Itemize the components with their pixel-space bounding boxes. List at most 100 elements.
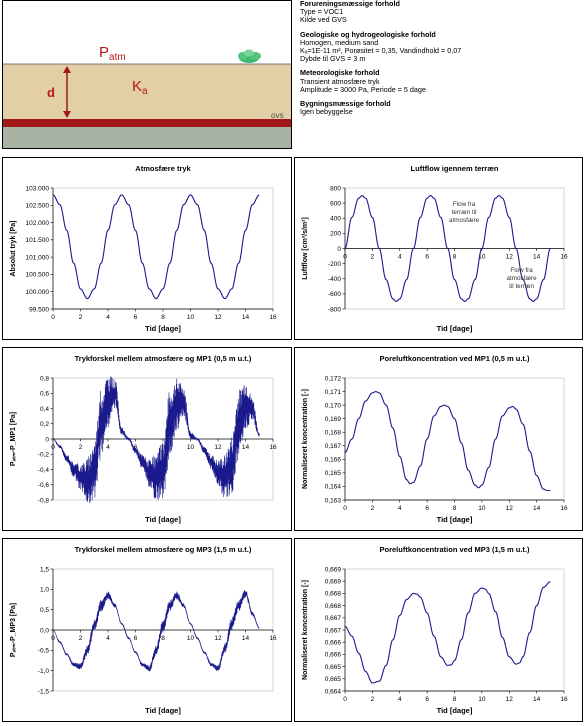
- y-tick-label: 400: [330, 216, 341, 223]
- y-tick-label: 102.500: [26, 203, 50, 210]
- x-tick-label: 8: [453, 254, 457, 261]
- gvs-label: GVS: [271, 114, 284, 120]
- site-diagram: Patm Ka d GVS: [2, 0, 292, 149]
- chart-airflow: Luftflow igennem terræn 0 2 4 6 8 10 12 14 16 -800…: [302, 164, 568, 333]
- y-tick-label: 0,170: [325, 402, 342, 409]
- x-axis-label: Tid [dage]: [145, 706, 181, 715]
- y-tick-label: -800: [328, 306, 341, 313]
- y-tick-label: 0,167: [325, 443, 342, 450]
- info-heading: Meteorologiske forhold: [300, 68, 380, 78]
- x-tick-label: 14: [533, 254, 541, 261]
- info-section-meteorology: Meteorologiske forhold Transient atmosfæ…: [300, 69, 585, 94]
- scenario-info: Forureningsmæssige forhold Type = VOC1 K…: [300, 0, 585, 122]
- y-tick-label: -400: [328, 276, 341, 283]
- info-line: Igen bebyggelse: [300, 107, 353, 117]
- y-tick-label: 103.000: [26, 185, 50, 192]
- x-tick-label: 10: [478, 254, 486, 261]
- y-tick-label: 0,164: [325, 484, 342, 491]
- y-axis-label: Pₐₜₘ-P_MP1 [Pa]: [10, 412, 17, 466]
- y-tick-label: 0,8: [40, 375, 49, 382]
- info-section-buildings: Bygningsmæssige forhold Igen bebyggelse: [300, 99, 585, 117]
- y-tick-label: -0,2: [38, 452, 50, 459]
- y-tick-label: 0,668: [325, 591, 342, 598]
- x-tick-label: 10: [187, 635, 195, 642]
- x-tick-label: 4: [106, 314, 110, 321]
- x-tick-label: 6: [425, 505, 429, 512]
- k-a-label: Ka: [132, 78, 148, 97]
- x-tick-label: 4: [398, 254, 402, 261]
- info-heading: Bygningsmæssige forhold: [300, 99, 391, 109]
- y-tick-label: 0,669: [325, 579, 342, 586]
- series-line: [52, 376, 260, 503]
- chart-title: Poreluftkoncentration ved MP1 (0,5 m u.t…: [379, 354, 530, 363]
- x-tick-label: 12: [214, 444, 222, 451]
- x-tick-label: 2: [79, 635, 83, 642]
- x-tick-label: 14: [533, 505, 541, 512]
- y-tick-label: 100.000: [26, 289, 50, 296]
- y-tick-label: 0,6: [40, 391, 49, 398]
- x-tick-label: 14: [242, 635, 250, 642]
- y-tick-label: 0,665: [325, 664, 342, 671]
- y-tick-label: 0,0: [40, 627, 49, 634]
- y-tick-label: 102.000: [26, 220, 50, 227]
- x-tick-label: 8: [453, 505, 457, 512]
- y-tick-label: 0,163: [325, 497, 342, 504]
- x-axis-label: Tid [dage]: [437, 706, 473, 715]
- series-line: [344, 391, 551, 492]
- y-tick-label: -1,0: [38, 668, 50, 675]
- chart-atmospheric-pressure: Atmosfære tryk 0 2 4 6 8 10 12 14 16 99.500 100.000…: [10, 164, 277, 333]
- x-tick-label: 12: [506, 505, 514, 512]
- x-tick-label: 8: [161, 314, 165, 321]
- x-tick-label: 0: [51, 635, 55, 642]
- chart-concentration-mp1: Poreluftkoncentration ved MP1 (0,5 m u.t…: [302, 354, 568, 524]
- x-tick-label: 16: [560, 696, 568, 703]
- x-tick-label: 2: [371, 254, 375, 261]
- y-tick-label: 0,5: [40, 607, 49, 614]
- plot-area: [344, 377, 565, 501]
- y-axis-label: Normaliseret koncentration [-]: [302, 389, 309, 489]
- info-section-pollution: Forureningsmæssige forhold Type = VOC1 K…: [300, 0, 585, 25]
- info-heading: Geologiske og hydrogeologiske forhold: [300, 29, 436, 39]
- chart-concentration-mp3: Poreluftkoncentration ved MP3 (1,5 m u.t…: [302, 545, 568, 715]
- y-tick-label: -0,6: [38, 482, 50, 489]
- y-tick-label: 0: [337, 246, 341, 253]
- y-tick-label: 101.500: [26, 237, 50, 244]
- x-tick-label: 10: [187, 314, 195, 321]
- x-tick-label: 14: [242, 314, 250, 321]
- chart-panel-atmospheric-pressure: Atmosfære tryk 0 2 4 6 8 10 12 14 16 99.500 100.000…: [2, 157, 292, 340]
- series-line: [52, 590, 260, 672]
- x-axis-label: Tid [dage]: [437, 515, 473, 524]
- x-tick-label: 6: [425, 254, 429, 261]
- x-tick-label: 12: [506, 696, 514, 703]
- aquifer-band: [3, 127, 291, 148]
- x-tick-label: 4: [398, 696, 402, 703]
- info-line: Transient atmosfære tryk: [300, 76, 380, 86]
- chart-pressure-diff-mp1: Trykforskel mellem atmosfære og MP1 (0,5…: [10, 354, 277, 524]
- x-tick-label: 6: [134, 635, 138, 642]
- x-axis-label: Tid [dage]: [145, 515, 181, 524]
- x-tick-label: 16: [269, 444, 277, 451]
- info-section-geology: Geologiske og hydrogeologiske forhold Ho…: [300, 29, 585, 64]
- y-tick-label: -0,8: [38, 497, 50, 504]
- diagram-overlay: Patm Ka d GVS: [3, 44, 291, 120]
- x-tick-label: 14: [242, 444, 250, 451]
- x-axis-label: Tid [dage]: [145, 324, 181, 333]
- x-tick-label: 6: [134, 314, 138, 321]
- annotation-flow-up: atmosfære: [449, 217, 480, 224]
- tree-icon: [238, 49, 261, 63]
- x-tick-label: 8: [161, 444, 165, 451]
- y-tick-label: 101.000: [26, 254, 50, 261]
- y-tick-label: -0,4: [38, 467, 50, 474]
- y-tick-label: 1,0: [40, 587, 49, 594]
- groundwater-band: [3, 119, 291, 127]
- annotation-flow-down: Flow fra: [510, 267, 533, 274]
- plot-area: [52, 187, 274, 310]
- y-tick-label: 600: [330, 200, 341, 207]
- y-tick-label: 0,2: [40, 421, 49, 428]
- y-tick-label: -600: [328, 291, 341, 298]
- x-tick-label: 0: [343, 696, 347, 703]
- depth-arrow: [63, 66, 71, 118]
- y-tick-label: 0,4: [40, 406, 49, 413]
- y-tick-label: 100.500: [26, 272, 50, 279]
- x-tick-label: 2: [79, 314, 83, 321]
